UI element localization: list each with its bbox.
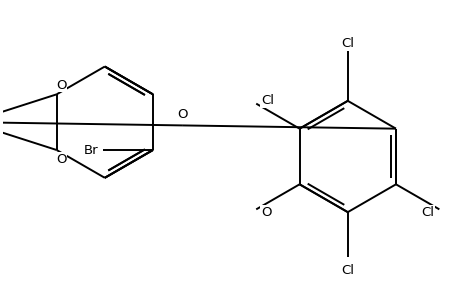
Text: O: O <box>177 108 188 121</box>
Text: Cl: Cl <box>341 264 353 277</box>
Text: O: O <box>260 206 271 219</box>
Text: Cl: Cl <box>421 206 434 219</box>
Text: O: O <box>56 79 67 92</box>
Text: O: O <box>56 153 67 166</box>
Text: Br: Br <box>84 143 98 157</box>
Text: Cl: Cl <box>260 94 273 107</box>
Text: Cl: Cl <box>341 37 353 50</box>
